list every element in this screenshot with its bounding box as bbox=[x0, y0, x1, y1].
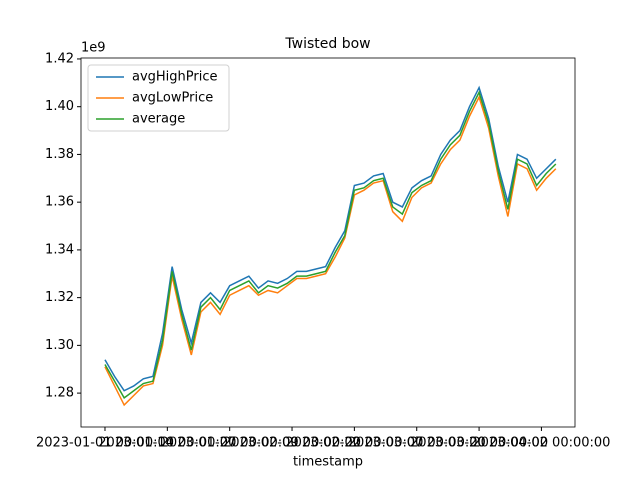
x-axis-label: timestamp bbox=[293, 455, 363, 470]
legend-label: average bbox=[132, 112, 185, 127]
x-tick-label: 2023-01-27 00:00:00 bbox=[161, 436, 299, 451]
x-tick-label: 2023-02-09 00:00:00 bbox=[223, 436, 361, 451]
x-tick-label: 2023-01-14 00:00:00 bbox=[98, 436, 236, 451]
plot-frame bbox=[80, 57, 576, 428]
y-tick-label: 1.42 bbox=[45, 51, 74, 66]
x-tick-label: 2023-03-20 00:00:00 bbox=[410, 436, 548, 451]
series-line bbox=[104, 95, 557, 407]
y-tick-label: 1.32 bbox=[45, 290, 74, 305]
x-tick-label: 2023-03-07 00:00:00 bbox=[348, 436, 486, 451]
chart-title: Twisted bow bbox=[284, 36, 370, 52]
x-tick-label: 2023-02-22 00:00:00 bbox=[285, 436, 423, 451]
y-offset-label: 1e9 bbox=[81, 41, 106, 56]
series-line bbox=[104, 90, 557, 399]
y-tick-label: 1.34 bbox=[45, 242, 74, 257]
legend-box bbox=[87, 64, 230, 132]
legend-label: avgHighPrice bbox=[132, 70, 218, 85]
y-tick-label: 1.28 bbox=[45, 386, 74, 401]
y-tick-label: 1.40 bbox=[45, 99, 74, 114]
x-tick-label: 2023-04-02 00:00:00 bbox=[472, 436, 610, 451]
y-tick-label: 1.36 bbox=[45, 195, 74, 210]
legend-label: avgLowPrice bbox=[132, 91, 213, 106]
y-tick-label: 1.38 bbox=[45, 147, 74, 162]
series-line bbox=[104, 85, 557, 392]
x-tick-label: 2023-01-01 00:00:00 bbox=[36, 436, 174, 451]
y-tick-label: 1.30 bbox=[45, 338, 74, 353]
